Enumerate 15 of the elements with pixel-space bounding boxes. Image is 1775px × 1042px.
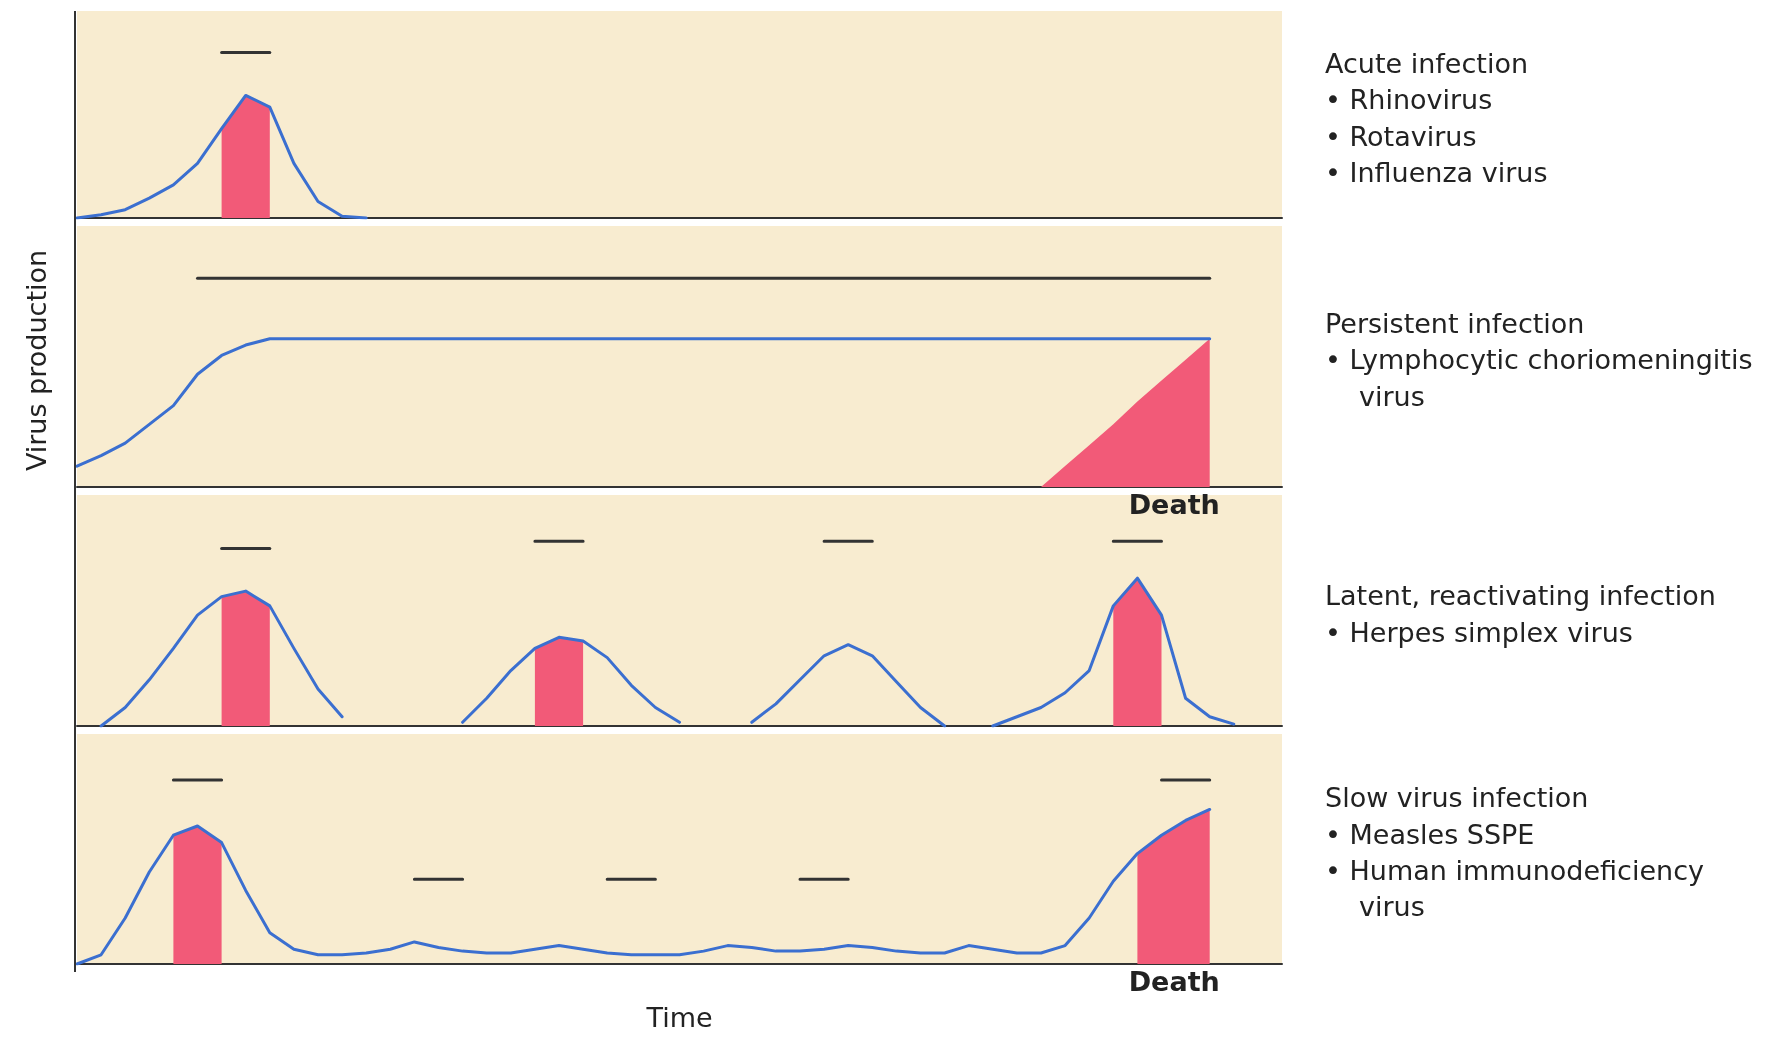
- text: • Influenza virus: [1325, 155, 1549, 190]
- text: Latent, reactivating infection: [1325, 579, 1717, 614]
- x-axis-title: Time: [646, 1002, 713, 1033]
- text: • Rotavirus: [1325, 119, 1478, 154]
- text: • Rhinovirus: [1325, 83, 1494, 118]
- text: Persistent infection: [1325, 306, 1586, 341]
- annotation: Death: [1128, 489, 1220, 520]
- y-axis-title: Virus production: [20, 249, 52, 472]
- text: • Measles SSPE: [1325, 817, 1536, 852]
- annotation: Death: [1128, 966, 1220, 997]
- text: • Herpes simplex virus: [1325, 615, 1634, 650]
- text: • Lymphocytic choriomeningitis virus: [1325, 343, 1754, 414]
- text: Acute infection: [1325, 46, 1530, 81]
- text: Slow virus infection: [1325, 781, 1590, 816]
- text: • Human immunodeficiency virus: [1325, 854, 1705, 925]
